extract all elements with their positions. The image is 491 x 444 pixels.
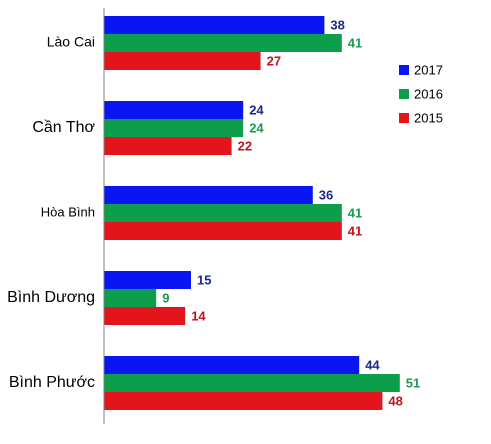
value-label-binh-phuoc-2017: 44 (365, 357, 380, 372)
value-label-can-tho-2016: 24 (249, 120, 264, 135)
value-label-hoa-binh-2017: 36 (319, 187, 333, 202)
category-label-binh-duong: Bình Dương (7, 289, 95, 306)
category-label-hoa-binh: Hòa Bình (41, 204, 95, 219)
bar-can-tho-2016 (104, 119, 244, 137)
value-label-binh-phuoc-2016: 51 (406, 375, 420, 390)
value-labels: 38 41 27 24 24 22 36 41 41 15 9 14 44 51 48 (162, 17, 420, 408)
value-label-lao-cai-2016: 41 (348, 35, 362, 50)
bar-lao-cai-2017 (104, 16, 325, 34)
legend: 2017 2016 2015 (399, 62, 443, 125)
legend-swatch-2017 (399, 65, 409, 75)
legend-label-2016: 2016 (414, 86, 443, 101)
bar-binh-duong-2016 (104, 289, 157, 307)
category-labels: Lào Cai Cần Thơ Hòa Bình Bình Dương Bình Phư… (7, 34, 95, 392)
category-label-lao-cai: Lào Cai (47, 34, 95, 50)
bar-binh-phuoc-2017 (104, 356, 360, 374)
value-label-can-tho-2015: 22 (238, 138, 252, 153)
value-label-hoa-binh-2015: 41 (348, 223, 362, 238)
bars-layer (104, 16, 400, 410)
bar-hoa-binh-2017 (104, 186, 313, 204)
category-label-can-tho: Cần Thơ (32, 119, 95, 136)
legend-swatch-2015 (399, 113, 409, 123)
bar-binh-phuoc-2016 (104, 374, 400, 392)
bar-hoa-binh-2015 (104, 222, 342, 240)
value-label-lao-cai-2017: 38 (330, 17, 344, 32)
bar-binh-duong-2015 (104, 307, 186, 325)
bar-binh-phuoc-2015 (104, 392, 383, 410)
legend-swatch-2016 (399, 89, 409, 99)
bar-can-tho-2017 (104, 101, 244, 119)
legend-label-2015: 2015 (414, 110, 443, 125)
value-label-can-tho-2017: 24 (249, 102, 264, 117)
value-label-binh-duong-2017: 15 (197, 272, 211, 287)
category-label-binh-phuoc: Bình Phước (9, 374, 95, 391)
value-label-lao-cai-2015: 27 (267, 53, 281, 68)
value-label-binh-duong-2015: 14 (191, 308, 206, 323)
value-label-binh-duong-2016: 9 (162, 290, 169, 305)
bar-lao-cai-2015 (104, 52, 261, 70)
bar-hoa-binh-2016 (104, 204, 342, 222)
value-label-hoa-binh-2016: 41 (348, 205, 362, 220)
legend-label-2017: 2017 (414, 62, 443, 77)
value-label-binh-phuoc-2015: 48 (388, 393, 402, 408)
bar-binh-duong-2017 (104, 271, 191, 289)
bar-lao-cai-2016 (104, 34, 342, 52)
bar-can-tho-2015 (104, 137, 232, 155)
